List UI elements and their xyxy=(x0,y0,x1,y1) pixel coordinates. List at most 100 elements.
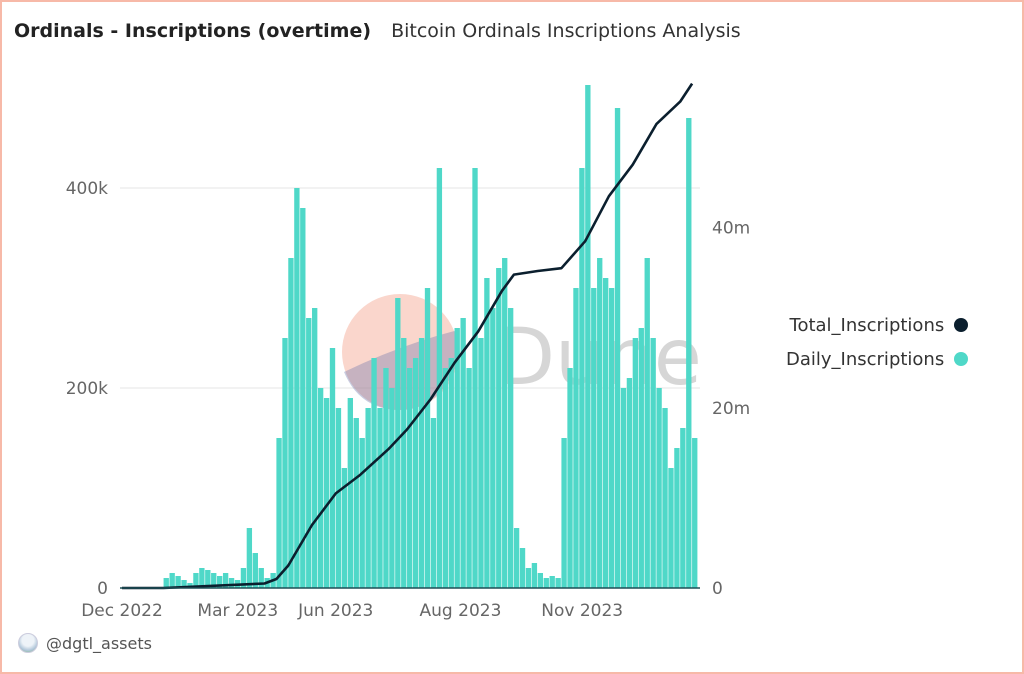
daily-inscriptions-bar xyxy=(175,576,181,588)
daily-inscriptions-bar xyxy=(276,438,282,588)
daily-inscriptions-bar xyxy=(365,408,371,588)
daily-inscriptions-bar xyxy=(377,408,383,588)
x-tick-label: Mar 2023 xyxy=(197,601,278,621)
daily-inscriptions-bar xyxy=(513,528,520,588)
daily-inscriptions-bar xyxy=(680,428,686,588)
daily-inscriptions-bar xyxy=(567,368,573,588)
y-right-tick-label: 0 xyxy=(712,579,723,599)
daily-inscriptions-bar xyxy=(490,308,496,588)
daily-inscriptions-bar xyxy=(193,573,199,588)
daily-inscriptions-bar xyxy=(531,563,538,588)
y-right-tick-label: 20m xyxy=(712,399,750,419)
total-inscriptions-line xyxy=(122,82,694,590)
daily-inscriptions-bar xyxy=(668,468,674,588)
daily-inscriptions-bar xyxy=(525,568,532,588)
daily-inscriptions-bar xyxy=(341,468,348,588)
daily-inscriptions-bar xyxy=(418,338,425,588)
daily-inscriptions-bar xyxy=(686,118,692,588)
daily-inscriptions-bar xyxy=(228,578,235,588)
daily-inscriptions-bar xyxy=(591,288,597,588)
daily-inscriptions-bar xyxy=(335,408,342,588)
daily-inscriptions-bar xyxy=(442,368,448,588)
daily-inscriptions-bar xyxy=(620,388,627,588)
daily-inscriptions-bar xyxy=(163,578,169,588)
daily-inscriptions-bar xyxy=(549,576,555,588)
daily-inscriptions-bar xyxy=(323,398,330,588)
daily-inscriptions-bar xyxy=(638,328,644,588)
daily-inscriptions-bar xyxy=(597,258,603,588)
daily-inscriptions-bar xyxy=(466,368,472,588)
daily-inscriptions-bar xyxy=(169,573,175,588)
daily-inscriptions-bar xyxy=(650,338,656,588)
daily-inscriptions-bar xyxy=(561,438,567,588)
daily-inscriptions-bar xyxy=(329,348,336,588)
daily-inscriptions-bar xyxy=(656,388,662,588)
x-tick-label: Nov 2023 xyxy=(541,601,623,621)
daily-inscriptions-bar xyxy=(300,208,306,588)
daily-inscriptions-bar xyxy=(211,573,217,588)
daily-inscriptions-bar xyxy=(199,568,205,588)
daily-inscriptions-bar xyxy=(258,568,264,588)
y-left-tick-label: 0 xyxy=(97,579,108,599)
y-right-tick-label: 40m xyxy=(712,219,750,239)
daily-inscriptions-bar xyxy=(585,85,591,588)
daily-inscriptions-bar xyxy=(519,548,526,588)
daily-inscriptions-bar xyxy=(626,378,633,588)
daily-inscriptions-bar xyxy=(395,298,401,588)
legend-dot-icon xyxy=(954,352,969,366)
daily-inscriptions-bar xyxy=(246,528,253,588)
daily-inscriptions-bar xyxy=(282,338,288,588)
daily-inscriptions-bar xyxy=(644,258,650,588)
author[interactable]: @dgtl_assets xyxy=(18,633,152,653)
daily-inscriptions-bar xyxy=(602,278,609,588)
legend-item-daily[interactable]: Daily_Inscriptions xyxy=(786,342,969,376)
daily-inscriptions-bar xyxy=(359,438,365,588)
daily-inscriptions-bar xyxy=(436,168,443,588)
daily-inscriptions-bar xyxy=(537,573,544,588)
daily-inscriptions-bar xyxy=(312,308,318,588)
daily-inscriptions-bar xyxy=(454,328,460,588)
daily-inscriptions-bar xyxy=(692,438,698,588)
legend-label: Daily_Inscriptions xyxy=(786,348,945,370)
daily-inscriptions-bar xyxy=(478,338,484,588)
legend-label: Total_Inscriptions xyxy=(789,314,945,336)
daily-inscriptions-bar xyxy=(662,408,668,588)
daily-inscriptions-bar xyxy=(383,368,389,588)
daily-inscriptions-bar xyxy=(507,308,514,588)
daily-inscriptions-bar xyxy=(484,278,490,588)
x-tick-label: Jun 2023 xyxy=(297,601,373,621)
daily-inscriptions-bar xyxy=(424,288,431,588)
daily-inscriptions-bar xyxy=(407,368,413,588)
author-handle: @dgtl_assets xyxy=(46,633,152,653)
daily-inscriptions-bar xyxy=(401,338,407,588)
daily-inscriptions-bar xyxy=(555,578,561,588)
daily-inscriptions-bar xyxy=(674,448,680,588)
daily-inscriptions-bar xyxy=(353,418,359,588)
daily-inscriptions-bar xyxy=(502,258,508,588)
chart-header: Ordinals - Inscriptions (overtime) Bitco… xyxy=(14,20,741,42)
legend-item-total[interactable]: Total_Inscriptions xyxy=(786,308,969,342)
daily-inscriptions-bar xyxy=(187,583,193,588)
daily-inscriptions-bar xyxy=(472,168,478,588)
daily-inscriptions-bar xyxy=(317,388,324,588)
daily-inscriptions-bar xyxy=(371,358,377,588)
daily-inscriptions-bar xyxy=(460,318,466,588)
daily-inscriptions-bar xyxy=(181,580,187,588)
x-tick-label: Aug 2023 xyxy=(420,601,502,621)
daily-inscriptions-bar xyxy=(306,318,312,588)
daily-inscriptions-bar xyxy=(217,576,223,588)
daily-inscriptions-bar xyxy=(347,398,353,588)
chart-title: Ordinals - Inscriptions (overtime) xyxy=(14,20,372,42)
daily-inscriptions-bar xyxy=(579,168,585,588)
daily-inscriptions-bar xyxy=(543,578,549,588)
daily-inscriptions-bar xyxy=(632,338,639,588)
legend: Total_Inscriptions Daily_Inscriptions xyxy=(786,308,969,376)
daily-inscriptions-bar xyxy=(614,108,621,588)
avatar xyxy=(18,633,38,653)
daily-inscriptions-bar xyxy=(288,258,294,588)
x-tick-label: Dec 2022 xyxy=(81,601,163,621)
daily-inscriptions-bar xyxy=(608,288,615,588)
daily-inscriptions-bar xyxy=(496,268,502,588)
